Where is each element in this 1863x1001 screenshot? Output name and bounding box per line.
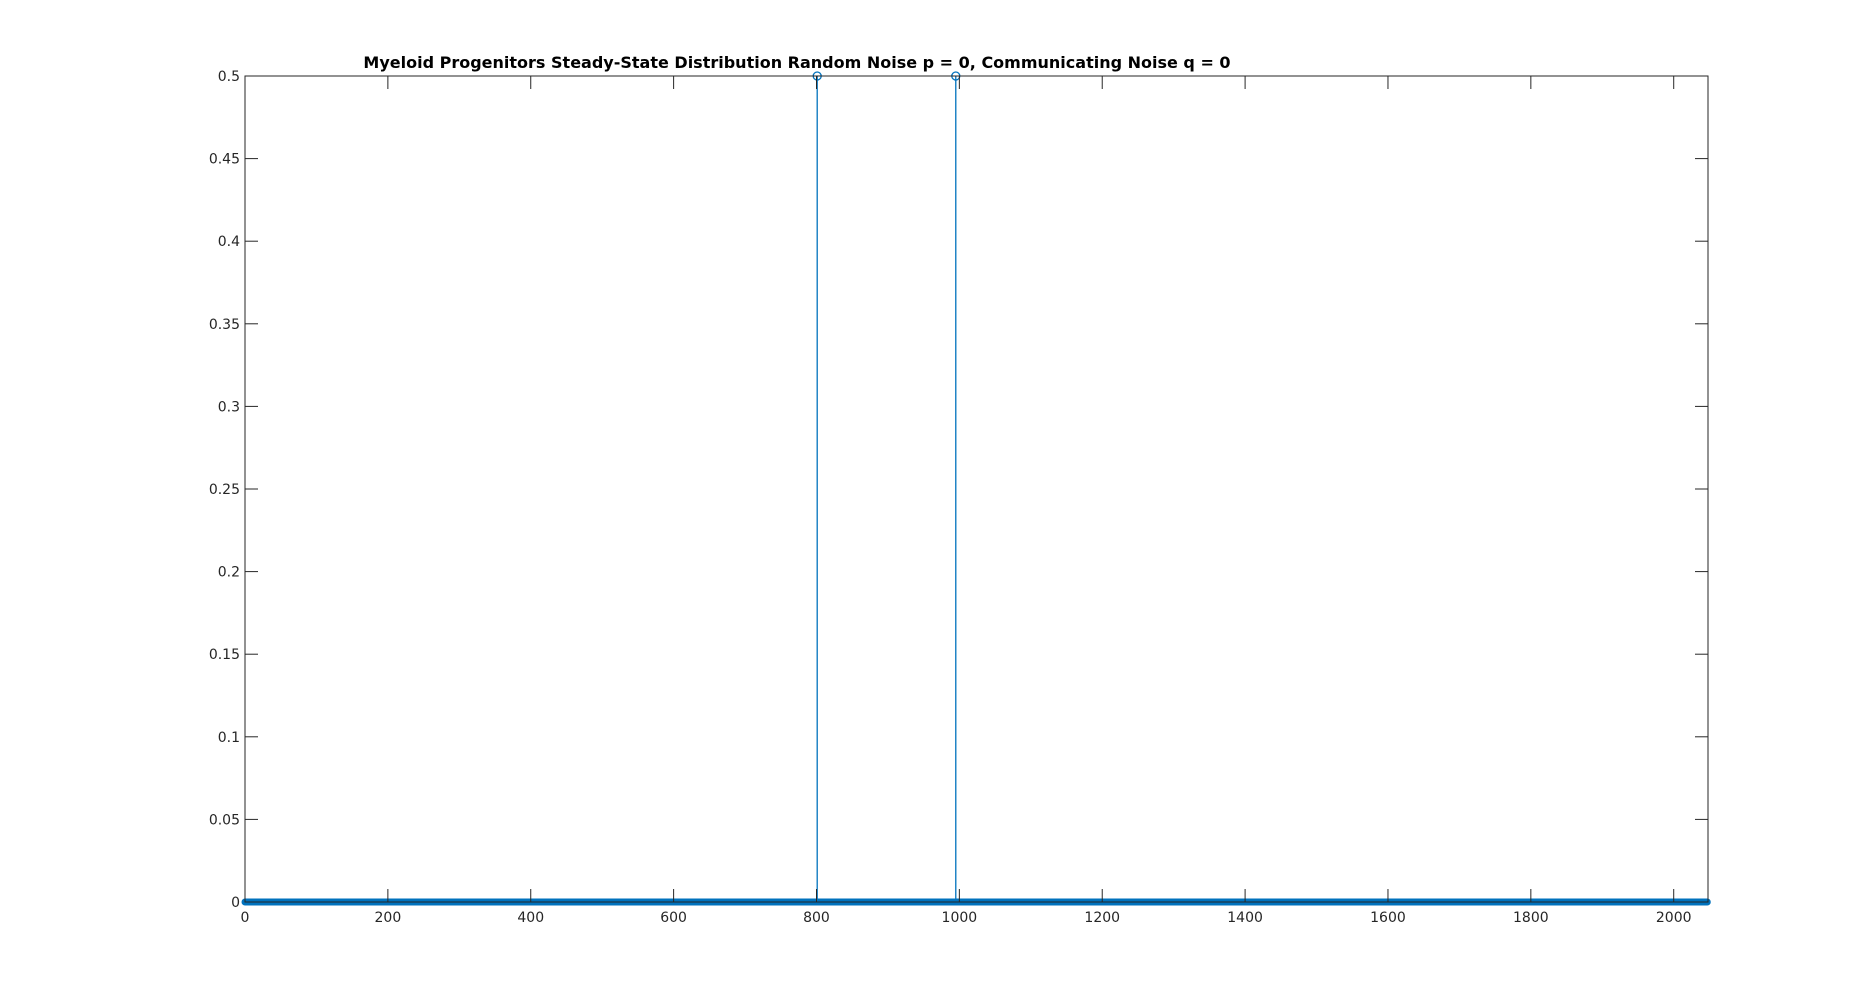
y-tick-label-0.05: 0.05 <box>209 812 240 828</box>
y-tick-label-0.1: 0.1 <box>218 730 240 746</box>
y-tick-label-0.25: 0.25 <box>209 482 240 498</box>
y-tick-label-0.15: 0.15 <box>209 647 240 663</box>
x-tick-label-600: 600 <box>660 910 687 926</box>
x-tick-label-1800: 1800 <box>1513 910 1549 926</box>
y-axis-ticks: 0 0.05 0.1 0.15 0.2 0.25 0.3 0.35 0.4 0.45 0.5 <box>209 69 1708 911</box>
x-tick-label-1400: 1400 <box>1227 910 1263 926</box>
y-tick-label-0.3: 0.3 <box>218 399 240 415</box>
x-tick-label-0: 0 <box>241 910 250 926</box>
x-tick-label-800: 800 <box>803 910 830 926</box>
y-tick-label-0.45: 0.45 <box>209 152 240 168</box>
x-tick-label-400: 400 <box>517 910 544 926</box>
chart-title: Myeloid Progenitors Steady-State Distrib… <box>363 53 1230 72</box>
x-tick-label-2000: 2000 <box>1656 910 1692 926</box>
y-tick-label-0: 0 <box>231 895 240 911</box>
x-tick-label-1600: 1600 <box>1370 910 1406 926</box>
x-tick-label-1000: 1000 <box>942 910 978 926</box>
x-axis-ticks: 0 200 400 600 800 1000 1200 1400 1600 1800 2000 <box>241 76 1692 926</box>
y-tick-label-0.2: 0.2 <box>218 565 240 581</box>
y-tick-label-0.35: 0.35 <box>209 317 240 333</box>
y-tick-label-0.4: 0.4 <box>218 234 240 250</box>
y-tick-label-0.5: 0.5 <box>218 69 240 85</box>
x-tick-label-200: 200 <box>375 910 402 926</box>
x-tick-label-1200: 1200 <box>1084 910 1120 926</box>
